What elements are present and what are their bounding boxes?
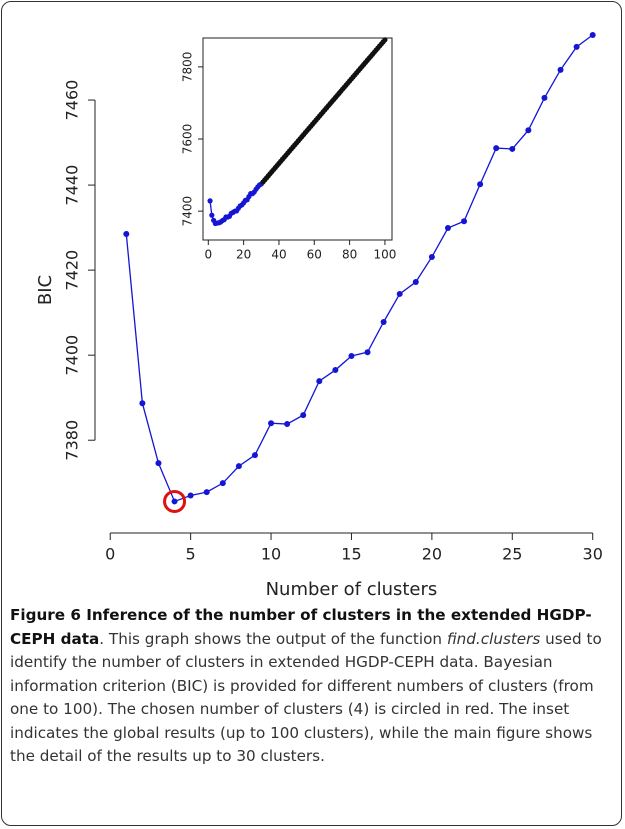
data-point: [493, 145, 500, 152]
data-point: [589, 31, 596, 38]
x-tick-label: 0: [204, 248, 212, 262]
chosen-marker: [163, 489, 187, 513]
y-axis-label: BIC: [35, 275, 56, 305]
x-tick-label: 5: [186, 545, 196, 564]
data-point: [300, 412, 307, 419]
data-point: [171, 498, 178, 505]
data-point: [251, 452, 258, 459]
x-axis-label: Number of clusters: [266, 579, 438, 600]
data-point: [477, 181, 484, 188]
y-tick-label: 7400: [63, 335, 82, 376]
caption-text: used to identify the number of clusters …: [10, 629, 602, 766]
y-tick-label: 7600: [181, 124, 195, 155]
x-tick-label: 100: [373, 248, 396, 262]
y-tick-label: 7440: [63, 165, 82, 206]
data-point: [268, 420, 275, 427]
data-point: [332, 367, 339, 374]
y-tick-label: 7420: [63, 250, 82, 291]
x-tick-label: 20: [236, 248, 251, 262]
x-tick-label: 20: [422, 545, 442, 564]
data-point: [380, 319, 387, 326]
caption-text: . This graph shows the output of the fun…: [99, 629, 447, 648]
caption-function: find.clusters: [446, 629, 541, 648]
data-point: [207, 198, 213, 204]
y-tick-label: 7800: [181, 52, 195, 83]
data-point: [203, 489, 210, 496]
data-point: [444, 225, 451, 232]
y-tick-label: 7380: [63, 420, 82, 461]
x-tick-label: 30: [583, 545, 603, 564]
data-point: [396, 290, 403, 297]
data-point: [541, 94, 548, 101]
figure-caption: Figure 6 Inference of the number of clus…: [10, 604, 614, 769]
data-point: [382, 37, 388, 43]
data-point: [155, 460, 162, 467]
y-tick-label: 7400: [181, 196, 195, 227]
data-point: [139, 400, 146, 407]
data-point: [573, 43, 580, 50]
data-point: [461, 218, 468, 225]
x-tick-label: 0: [105, 545, 115, 564]
data-point: [316, 378, 323, 385]
data-point: [509, 145, 516, 152]
x-tick-label: 25: [502, 545, 522, 564]
data-point: [412, 279, 419, 286]
x-tick-label: 10: [261, 545, 281, 564]
x-tick-label: 15: [341, 545, 361, 564]
caption-title: Figure 6 Inference of the number of clus…: [10, 606, 592, 648]
data-point: [348, 353, 355, 360]
x-tick-label: 40: [271, 248, 286, 262]
data-point: [219, 480, 226, 487]
data-point: [187, 492, 194, 499]
chart: 0 5 10 15 20 25 30 7380 7400 7420 7440 7460 Number o…: [35, 31, 603, 600]
y-tick-label: 7460: [63, 80, 82, 121]
data-point: [284, 421, 291, 428]
x-tick-label: 80: [342, 248, 357, 262]
x-tick-label: 60: [307, 248, 322, 262]
data-point: [428, 253, 435, 260]
data-point: [557, 66, 564, 73]
data-point: [235, 463, 242, 470]
data-point: [123, 230, 130, 237]
data-point: [525, 127, 532, 134]
data-point: [364, 349, 371, 356]
data-point: [209, 212, 215, 218]
